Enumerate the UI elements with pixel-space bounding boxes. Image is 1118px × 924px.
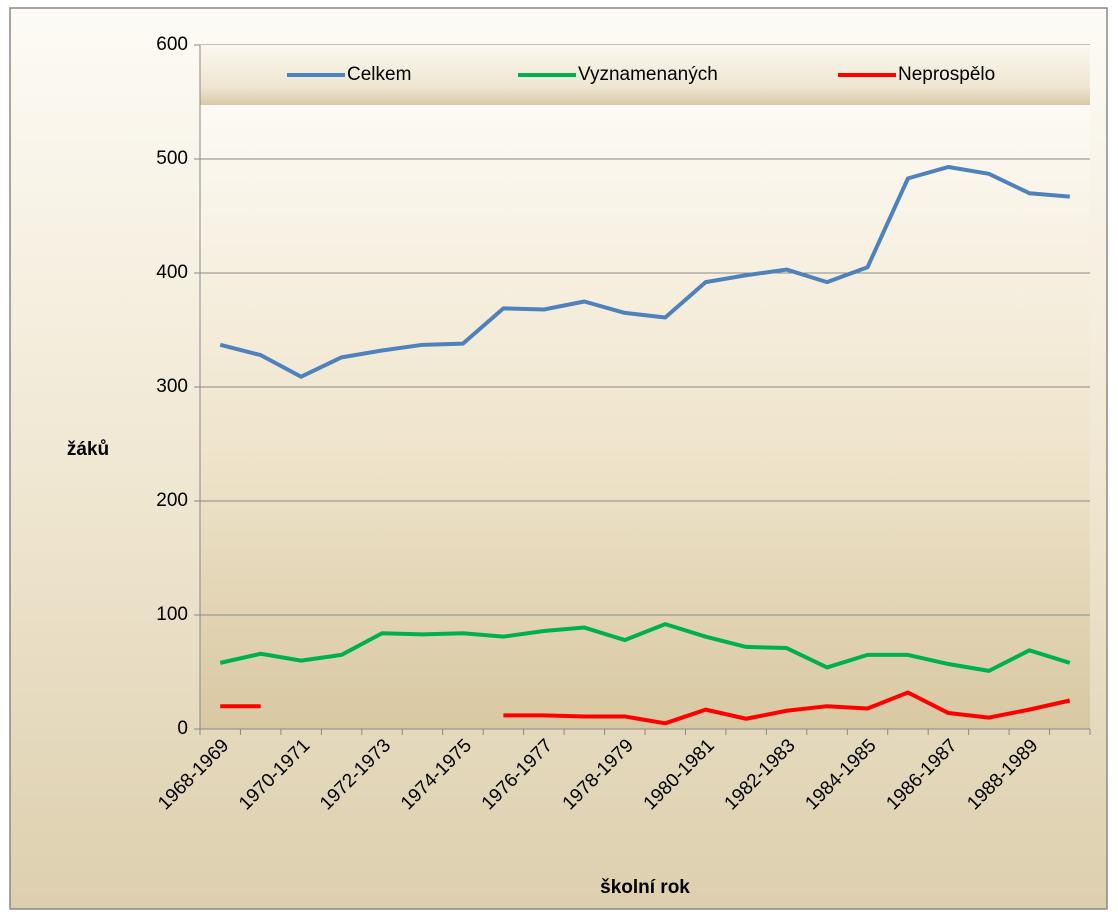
series-line (220, 690, 1071, 726)
legend-label: Vyznamenaných (578, 64, 718, 85)
y-axis-label: žáků (67, 439, 109, 460)
legend-label: Celkem (347, 64, 411, 85)
series-line (219, 164, 1070, 379)
legend-box (200, 45, 1090, 105)
y-tick-label: 300 (156, 376, 188, 397)
y-tick-label: 0 (177, 718, 188, 739)
series-line (219, 622, 1071, 673)
y-tick-label: 400 (156, 262, 188, 283)
y-tick-label: 100 (156, 604, 188, 625)
y-tick-label: 500 (156, 148, 188, 169)
legend-label: Neprospělo (898, 64, 995, 85)
y-tick-label: 200 (156, 490, 188, 511)
x-axis-label: školní rok (600, 877, 690, 898)
y-tick-label: 600 (156, 34, 188, 55)
